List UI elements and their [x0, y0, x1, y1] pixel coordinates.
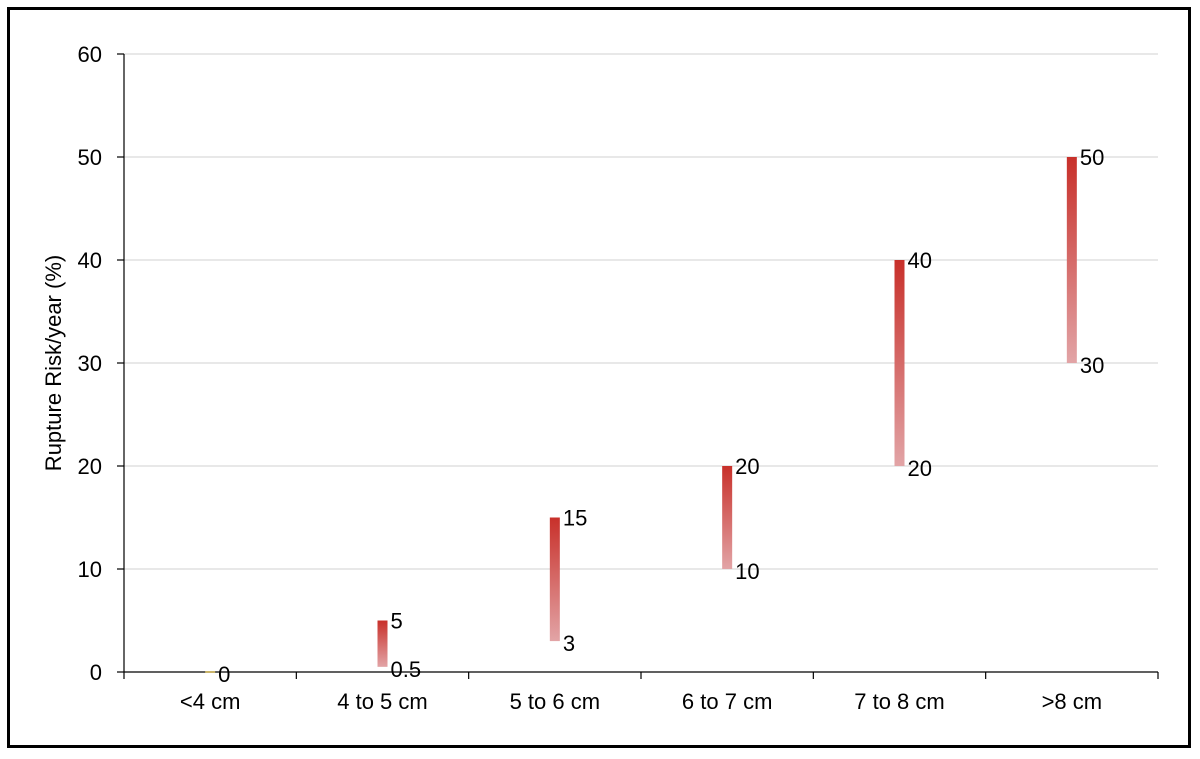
- low-value-label: 0.5: [391, 657, 422, 682]
- y-tick-label: 10: [78, 557, 102, 582]
- x-tick-label: <4 cm: [180, 689, 241, 714]
- low-value-label: 3: [563, 631, 575, 656]
- x-tick-label: 7 to 8 cm: [854, 689, 944, 714]
- high-value-label: 15: [563, 506, 587, 531]
- gridlines: [124, 53, 1158, 570]
- high-value-label: 5: [391, 609, 403, 634]
- x-tick-label: 6 to 7 cm: [682, 689, 772, 714]
- chart-frame: [7, 7, 1191, 748]
- y-tick-label: 50: [78, 145, 102, 170]
- y-tick-label: 20: [78, 454, 102, 479]
- range-bar: [205, 671, 216, 673]
- range-bar: [894, 260, 905, 466]
- low-value-label: 10: [735, 559, 759, 584]
- low-value-label: 0: [218, 662, 230, 687]
- y-tick-label: 60: [78, 42, 102, 67]
- y-tick-label: 30: [78, 351, 102, 376]
- bars: [205, 157, 1077, 673]
- axes: [117, 53, 1159, 679]
- low-value-label: 20: [908, 456, 932, 481]
- high-value-label: 50: [1080, 145, 1104, 170]
- range-bar: [377, 620, 388, 667]
- x-tick-label: 5 to 6 cm: [510, 689, 600, 714]
- x-tick-label: >8 cm: [1042, 689, 1103, 714]
- y-axis-title: Rupture Risk/year (%): [41, 255, 66, 471]
- high-value-label: 20: [735, 454, 759, 479]
- x-tick-label: 4 to 5 cm: [337, 689, 427, 714]
- range-bar: [549, 517, 560, 642]
- y-tick-label: 0: [90, 660, 102, 685]
- y-tick-label: 40: [78, 248, 102, 273]
- low-value-label: 30: [1080, 353, 1104, 378]
- high-value-label: 40: [908, 248, 932, 273]
- range-bar: [722, 466, 733, 569]
- range-bar: [1066, 157, 1077, 363]
